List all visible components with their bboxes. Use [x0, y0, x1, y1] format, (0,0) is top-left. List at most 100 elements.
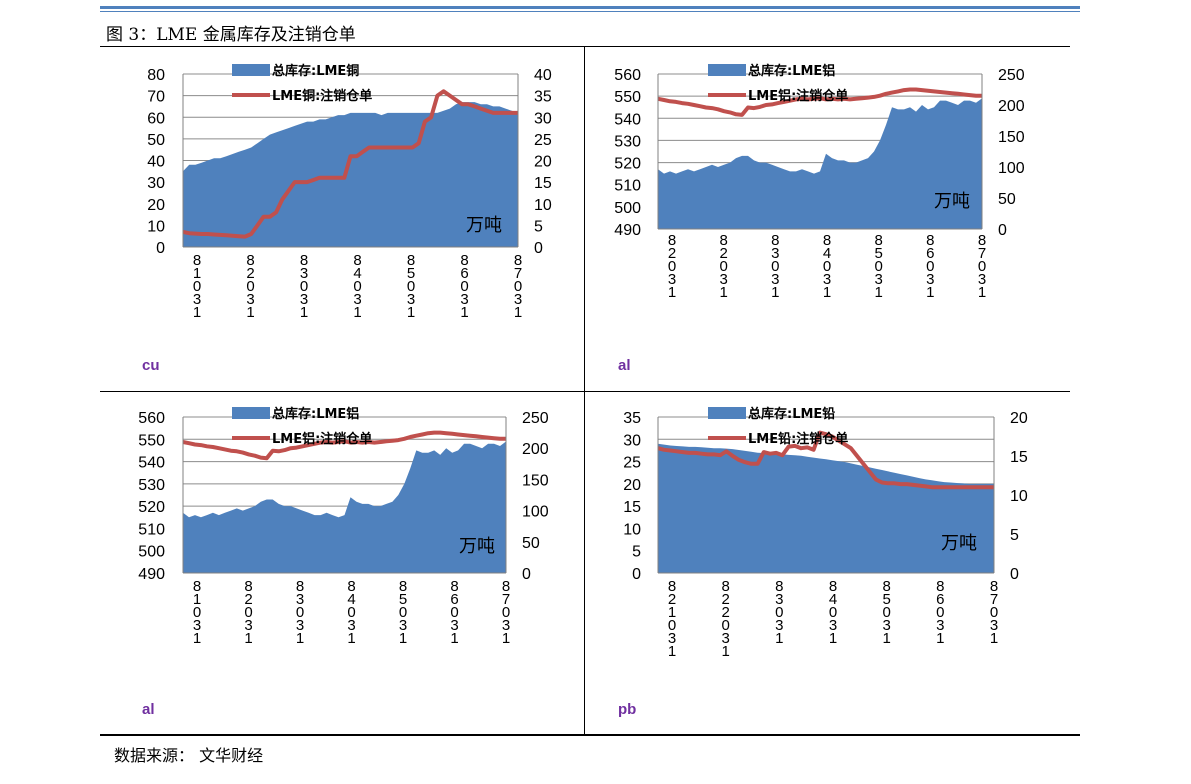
left-tick-label: 560 — [138, 410, 165, 427]
right-tick-label: 100 — [522, 504, 549, 521]
area-series-total-stock — [658, 443, 994, 573]
right-tick-label: 200 — [522, 441, 549, 458]
left-tick-label: 0 — [632, 566, 641, 583]
unit-label: 万吨 — [459, 536, 495, 557]
metal-label: al — [618, 357, 631, 374]
right-tick-label: 250 — [522, 410, 549, 427]
right-tick-label: 50 — [522, 535, 540, 552]
left-tick-label: 510 — [138, 521, 165, 538]
left-tick-label: 530 — [138, 477, 165, 494]
right-tick-label: 50 — [998, 191, 1016, 208]
right-tick-label: 5 — [1010, 527, 1019, 544]
legend-swatch-area — [232, 407, 270, 419]
legend-label-line: LME铝:注销仓单 — [748, 88, 848, 104]
left-tick-label: 520 — [614, 156, 641, 173]
right-tick-label: 0 — [998, 222, 1007, 239]
right-tick-label: 150 — [998, 129, 1025, 146]
left-tick-label: 60 — [147, 110, 165, 127]
line-series-cancelled-warrants — [182, 89, 518, 239]
left-tick-label: 30 — [147, 175, 165, 192]
right-tick-label: 20 — [534, 154, 552, 171]
left-tick-label: 540 — [614, 111, 641, 128]
area-series-total-stock — [658, 98, 982, 230]
legend-label-area: 总库存:LME铅 — [748, 406, 835, 422]
left-tick-label: 20 — [623, 477, 641, 494]
right-tick-label: 40 — [534, 67, 552, 84]
figure-title: 图 3：LME 金属库存及注销仓单 — [106, 25, 356, 45]
legend-label-line: LME铝:注销仓单 — [272, 431, 372, 447]
right-tick-label: 25 — [534, 132, 552, 149]
left-tick-label: 80 — [147, 67, 165, 84]
left-tick-label: 20 — [147, 197, 165, 214]
right-tick-label: 0 — [522, 566, 531, 583]
right-tick-label: 10 — [534, 197, 552, 214]
title-rule — [100, 46, 1070, 47]
right-tick-label: 200 — [998, 98, 1025, 115]
left-tick-label: 40 — [147, 154, 165, 171]
left-tick-label: 50 — [147, 132, 165, 149]
metal-label: pb — [618, 701, 636, 718]
left-tick-label: 530 — [614, 133, 641, 150]
line-series-cancelled-warrants — [657, 87, 982, 117]
right-tick-label: 0 — [1010, 566, 1019, 583]
panel-divider-horizontal — [100, 391, 1070, 392]
right-tick-label: 35 — [534, 89, 552, 106]
right-tick-label: 0 — [534, 240, 543, 257]
left-tick-label: 520 — [138, 499, 165, 516]
left-tick-label: 10 — [147, 218, 165, 235]
legend-label-area: 总库存:LME铝 — [748, 63, 835, 79]
left-tick-label: 490 — [138, 566, 165, 583]
right-tick-label: 5 — [534, 218, 543, 235]
right-tick-label: 15 — [534, 175, 552, 192]
area-series-total-stock — [183, 102, 518, 247]
area-series-total-stock — [183, 441, 506, 573]
legend-swatch-area — [708, 64, 746, 76]
panel-divider-vertical — [584, 47, 585, 735]
left-tick-label: 490 — [614, 222, 641, 239]
metal-label: cu — [142, 357, 160, 374]
right-tick-label: 10 — [1010, 488, 1028, 505]
right-tick-label: 250 — [998, 67, 1025, 84]
line-series-cancelled-warrants — [657, 430, 994, 490]
bottom-rule — [100, 734, 1080, 736]
left-tick-label: 30 — [623, 432, 641, 449]
legend-swatch-area — [232, 64, 270, 76]
metal-label: al — [142, 701, 155, 718]
left-tick-label: 510 — [614, 178, 641, 195]
right-tick-label: 30 — [534, 110, 552, 127]
unit-label: 万吨 — [941, 533, 977, 554]
left-tick-label: 35 — [623, 410, 641, 427]
left-tick-label: 10 — [623, 521, 641, 538]
left-tick-label: 25 — [623, 455, 641, 472]
legend-label-area: 总库存:LME铝 — [272, 406, 359, 422]
left-tick-label: 560 — [614, 67, 641, 84]
